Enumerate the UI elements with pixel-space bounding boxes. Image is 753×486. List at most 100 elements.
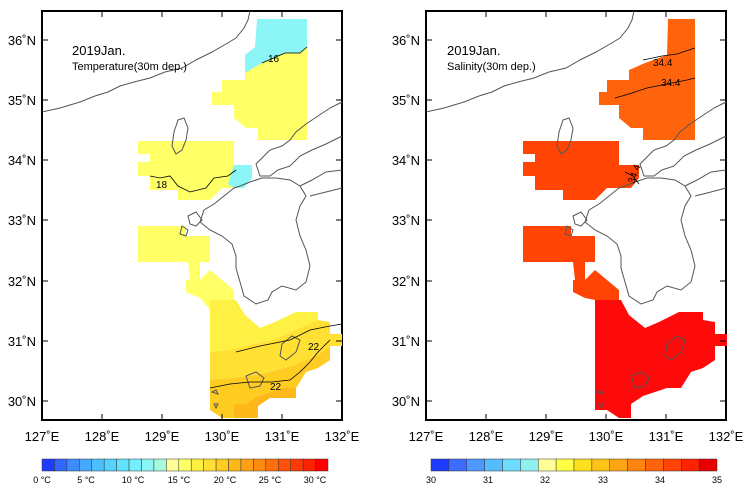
x-ticks [425, 11, 727, 420]
colorbar-segment [663, 458, 682, 472]
salinity-colorbar-labels: 30 31 32 33 34 35 [426, 475, 722, 485]
contour-label-22a: 22 [308, 342, 320, 353]
colorbar-segment [41, 458, 55, 472]
colorbar-segment [240, 458, 254, 472]
contour-label-34-4: 34.4 [661, 78, 681, 89]
colorbar-label: 20 °C [214, 475, 237, 485]
colorbar-label: 5 °C [77, 475, 95, 485]
x-tick-label: 131˚E [265, 429, 300, 444]
colorbar-segment [502, 458, 521, 472]
colorbar-segment [190, 458, 204, 472]
contour-34-4-a [642, 47, 696, 61]
y-tick-label: 31˚N [392, 334, 420, 349]
y-tick-label: 34˚N [8, 153, 36, 168]
colorbar-segment [253, 458, 267, 472]
contour-18 [149, 169, 237, 193]
temperature-panel: 16 18 22 22 2019Jan. Temperature(30m dep… [0, 0, 376, 486]
colorbar-segment [66, 458, 80, 472]
x-tick-label: 132˚E [709, 429, 744, 444]
yakushima [630, 371, 650, 389]
contour-22b [209, 339, 331, 389]
x-tick-label: 128˚E [469, 429, 504, 444]
contour-label-16: 16 [268, 54, 280, 65]
contour-34-4-c [624, 171, 640, 185]
temp-region-south-b [210, 320, 342, 380]
kyushu-coast [584, 177, 696, 305]
temp-region-goto [138, 226, 210, 280]
y-tick-label: 33˚N [392, 213, 420, 228]
colorbar-segment [448, 458, 467, 472]
colorbar-segment [430, 458, 450, 472]
colorbar-label: 30 °C [304, 475, 327, 485]
colorbar-label: 34 [655, 475, 665, 485]
colorbar-segment [203, 458, 217, 472]
colorbar-segment [166, 458, 180, 472]
small-islands-s [210, 389, 219, 410]
temp-region-cold-small [228, 165, 252, 188]
colorbar-segment [215, 458, 229, 472]
kyushu-coast [199, 177, 311, 305]
colorbar-segment [538, 458, 557, 472]
x-axis: 127˚E 128˚E 129˚E 130˚E 131˚E 132˚E [409, 429, 744, 444]
contour-22a [235, 323, 343, 353]
salinity-map: 34.4 34.4 34.4 2019Jan. Salinity(30m dep… [392, 10, 744, 485]
temperature-colorbar-labels: 0 °C 5 °C 10 °C 15 °C 20 °C 25 °C 30 °C [33, 475, 327, 485]
map-title: 2019Jan. [72, 43, 126, 58]
x-tick-label: 131˚E [649, 429, 684, 444]
x-tick-label: 130˚E [205, 429, 240, 444]
colorbar-segment [681, 458, 700, 472]
colorbar-segment [645, 458, 664, 472]
contour-label-22b: 22 [270, 382, 282, 393]
colorbar-label: 25 °C [259, 475, 282, 485]
colorbar-segment [79, 458, 92, 472]
y-tick-label: 36˚N [8, 33, 36, 48]
x-tick-label: 130˚E [589, 429, 624, 444]
colorbar-segment [278, 458, 291, 472]
colorbar-segment [228, 458, 242, 472]
korea-coast [425, 10, 635, 113]
colorbar-segment [609, 458, 628, 472]
goto-islands [179, 211, 203, 237]
y-axis: 36˚N 35˚N 34˚N 33˚N 32˚N 31˚N 30˚N [8, 33, 36, 409]
small-islands-s [595, 389, 604, 410]
colorbar-segment [141, 458, 155, 472]
x-tick-label: 127˚E [409, 429, 444, 444]
sal-region-west [523, 141, 639, 200]
y-tick-label: 36˚N [392, 33, 420, 48]
contour-label-34-4: 34.4 [653, 58, 673, 69]
y-tick-label: 35˚N [8, 93, 36, 108]
x-tick-label: 127˚E [25, 429, 60, 444]
x-tick-label: 129˚E [145, 429, 180, 444]
korea-coast [41, 10, 251, 113]
shikoku-coast [684, 169, 727, 197]
tanegashima [664, 335, 686, 361]
temp-region-south-d [234, 388, 296, 418]
coastlines [41, 10, 343, 410]
sal-region-south [595, 300, 727, 418]
map-subtitle: Temperature(30m dep.) [72, 61, 187, 73]
colorbar-label: 32 [540, 475, 550, 485]
colorbar-label: 0 °C [33, 475, 51, 485]
tsushima-island [556, 117, 574, 155]
contours [149, 46, 343, 389]
colorbar-label: 10 °C [122, 475, 145, 485]
temp-region-west [138, 141, 244, 200]
temperature-map: 16 18 22 22 2019Jan. Temperature(30m dep… [8, 10, 360, 485]
colorbar-segment [116, 458, 130, 472]
y-tick-label: 32˚N [8, 274, 36, 289]
salinity-field [523, 19, 727, 418]
y-tick-label: 32˚N [392, 274, 420, 289]
sal-region-goto [523, 226, 595, 280]
temp-region-cold [245, 19, 307, 73]
sal-region-sw-coast [573, 270, 619, 300]
colorbar-segment [128, 458, 142, 472]
y-tick-label: 30˚N [8, 394, 36, 409]
map-title: 2019Jan. [447, 43, 501, 58]
colorbar-segment [484, 458, 503, 472]
colorbar-segment [153, 458, 167, 472]
x-tick-label: 132˚E [325, 429, 360, 444]
colorbar-label: 30 [426, 475, 436, 485]
contour-34-4-b [614, 77, 696, 99]
temperature-colorbar [41, 458, 329, 472]
colorbar-segment [555, 458, 575, 472]
